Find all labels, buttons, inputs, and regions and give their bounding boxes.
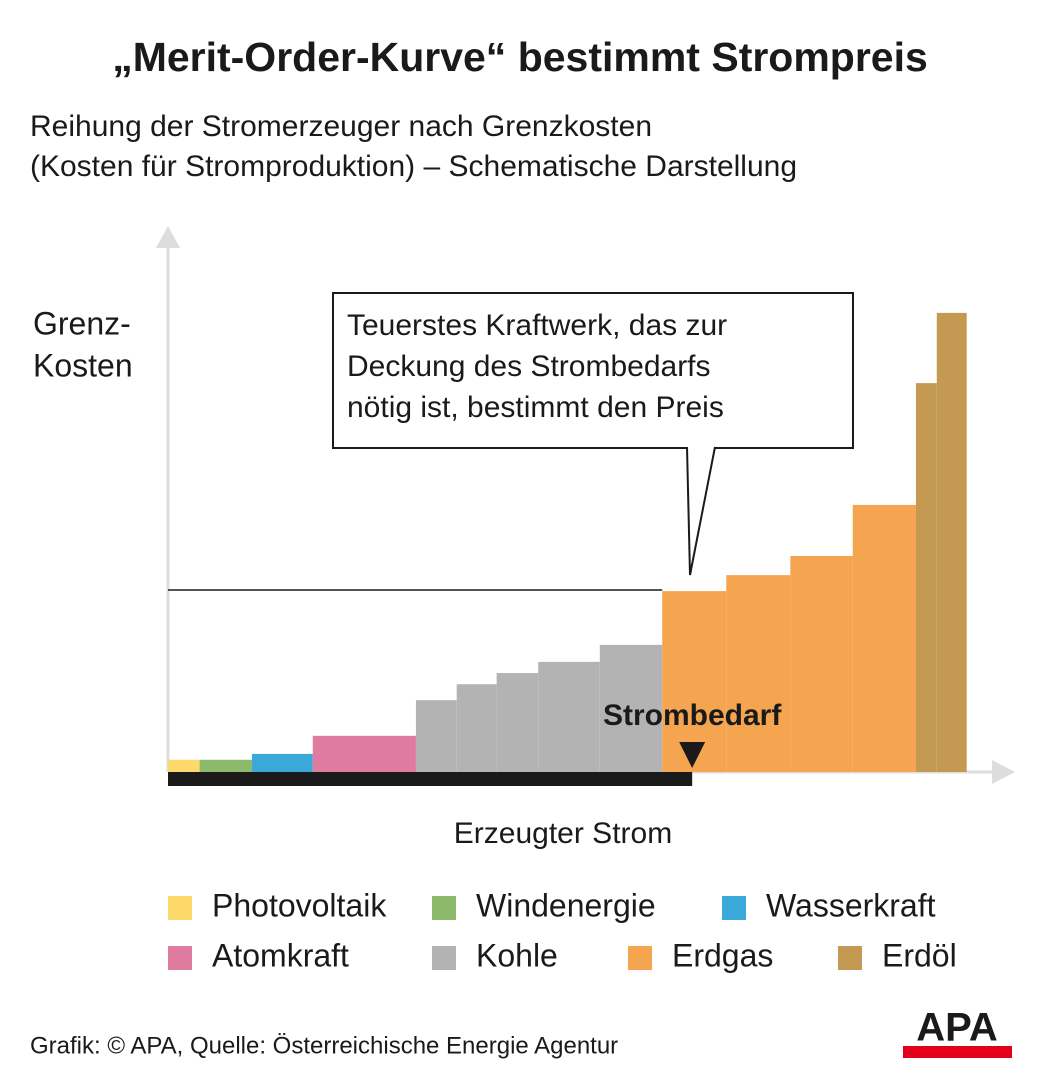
callout-text: nötig ist, bestimmt den Preis xyxy=(347,391,724,424)
callout-text: Teuerstes Kraftwerk, das zur xyxy=(347,309,727,342)
legend-label: Wasserkraft xyxy=(766,887,936,923)
callout-box xyxy=(332,292,854,449)
legend-label: Photovoltaik xyxy=(212,887,387,923)
logo: APA xyxy=(916,1006,997,1050)
demand-label: Strombedarf xyxy=(603,699,782,732)
callout-text: Deckung des Strombedarfs xyxy=(347,350,711,383)
subtitle: Reihung der Stromerzeuger nach Grenzkost… xyxy=(30,110,652,143)
block xyxy=(168,759,200,772)
legend-swatch xyxy=(168,946,192,970)
y-axis-arrow xyxy=(156,226,180,248)
block xyxy=(199,759,253,772)
demand-bar xyxy=(168,772,693,786)
y-axis-label: Grenz- xyxy=(33,305,131,341)
y-axis-label: Kosten xyxy=(33,347,133,383)
block xyxy=(852,504,916,772)
legend-label: Kohle xyxy=(476,937,558,973)
legend-swatch xyxy=(432,946,456,970)
block xyxy=(790,556,853,772)
block xyxy=(538,661,600,772)
source: Grafik: © APA, Quelle: Österreichische E… xyxy=(30,1032,618,1059)
block xyxy=(915,383,937,772)
block xyxy=(496,673,539,772)
block xyxy=(252,753,313,772)
block xyxy=(662,591,727,772)
legend-label: Windenergie xyxy=(476,887,656,923)
block xyxy=(312,735,416,772)
block xyxy=(456,684,497,772)
demand-marker xyxy=(679,742,706,768)
subtitle: (Kosten für Stromproduktion) – Schematis… xyxy=(30,150,797,183)
block xyxy=(936,312,967,772)
legend-label: Erdöl xyxy=(882,937,957,973)
legend-swatch xyxy=(838,946,862,970)
legend-label: Erdgas xyxy=(672,937,773,973)
logo-bar xyxy=(903,1046,1012,1058)
x-axis-arrow xyxy=(992,760,1015,784)
legend-swatch xyxy=(432,896,456,920)
x-axis-label: Erzeugter Strom xyxy=(454,817,672,850)
chart-title: „Merit-Order-Kurve“ bestimmt Strompreis xyxy=(112,34,928,80)
legend-swatch xyxy=(722,896,746,920)
callout-pointer xyxy=(686,446,716,576)
legend-swatch xyxy=(168,896,192,920)
block xyxy=(599,644,663,772)
legend-swatch xyxy=(628,946,652,970)
block xyxy=(415,700,457,772)
block xyxy=(726,575,791,772)
legend-label: Atomkraft xyxy=(212,937,349,973)
